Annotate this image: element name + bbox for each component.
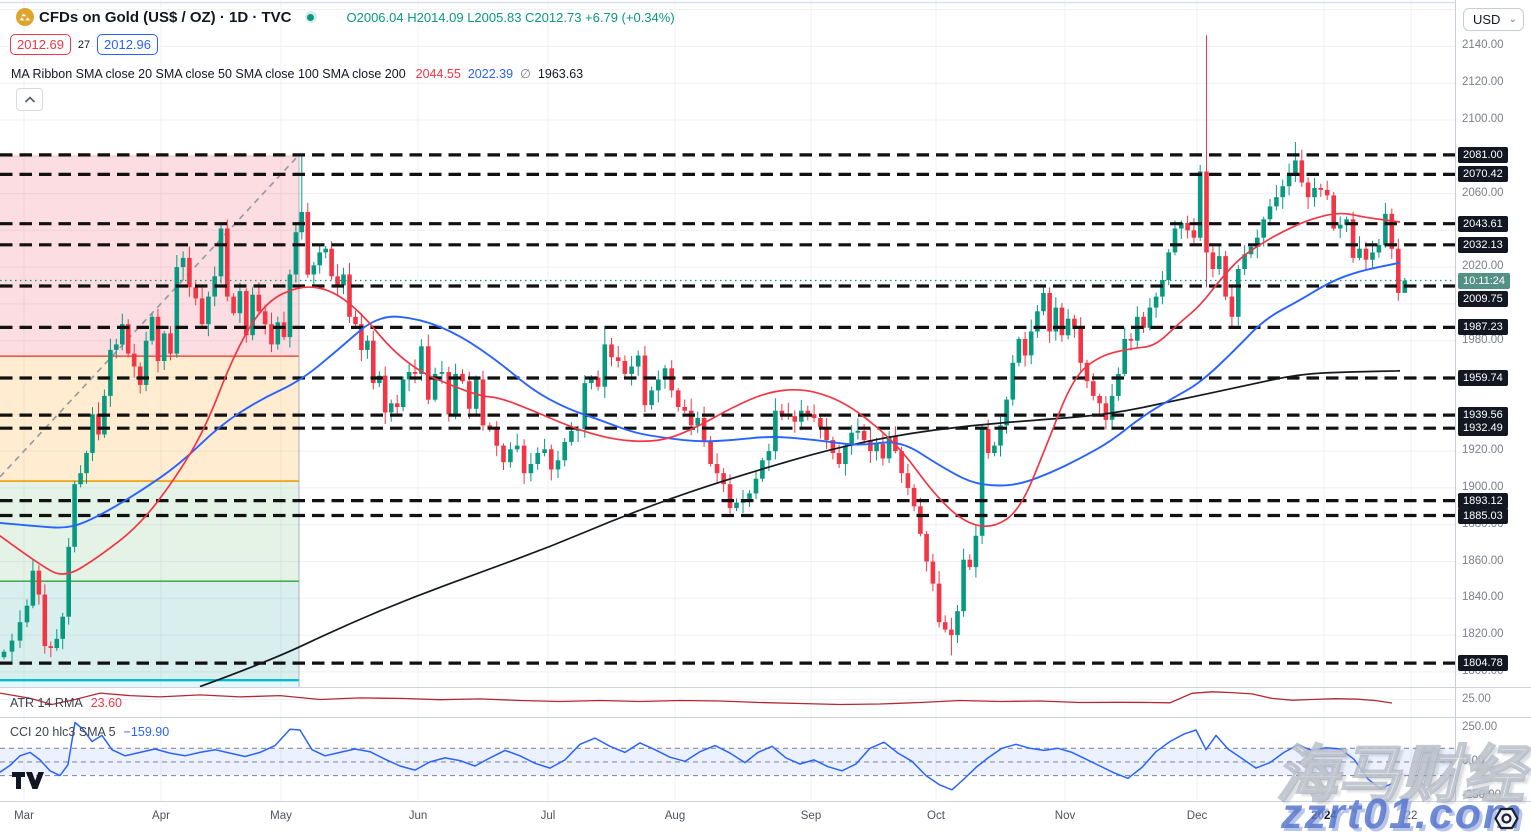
spread-value: 27 — [77, 38, 91, 51]
price-tick: 1860.00 — [1462, 554, 1504, 567]
ma-ribbon-label[interactable]: MA Ribbon SMA close 20 SMA close 50 SMA … — [11, 67, 406, 81]
buy-button[interactable]: 2012.96 — [97, 34, 158, 55]
time-axis-label: Dec — [1186, 810, 1208, 822]
price-level-label: 1893.12 — [1458, 492, 1508, 509]
price-tick: 2120.00 — [1462, 76, 1504, 89]
cci-line — [0, 721, 1393, 791]
ma-ribbon-lines — [0, 212, 1401, 687]
price-tick: 1900.00 — [1462, 480, 1504, 493]
price-tick: 2140.00 — [1462, 39, 1504, 52]
cci-tick: -250.00 — [1462, 789, 1502, 801]
axis-settings-gear-icon[interactable] — [1493, 805, 1520, 832]
ma-ribbon-legend: MA Ribbon SMA close 20 SMA close 50 SMA … — [11, 66, 583, 81]
atr-line — [0, 691, 1393, 706]
ohlc-values: O2006.04 H2014.09 L2005.83 C2012.73 +6.7… — [346, 9, 675, 25]
ma-ribbon-sma20-value: 2044.55 — [415, 67, 461, 81]
time-axis-label: Mar — [14, 810, 34, 822]
time-axis-label: Apr — [152, 810, 170, 822]
price-tick: 2060.00 — [1462, 186, 1504, 199]
time-axis-label: 22 — [1404, 810, 1418, 822]
sell-button[interactable]: 2012.69 — [10, 34, 71, 55]
price-tick: 1820.00 — [1462, 628, 1504, 641]
time-axis-label: 2024 — [1311, 810, 1337, 822]
price-tick: 2100.00 — [1462, 113, 1504, 125]
price-level-label: 2009.75 — [1458, 291, 1508, 307]
cci-value: −159.90 — [123, 725, 170, 739]
time-axis-label: Oct — [927, 810, 945, 822]
time-axis-label: Jul — [540, 810, 556, 822]
time-axis-label: Aug — [664, 810, 686, 822]
atr-value: 23.60 — [90, 696, 122, 710]
atr-legend: ATR 14 RMA 23.60 — [10, 696, 122, 710]
currency-selector[interactable]: USD ⌄ — [1463, 8, 1524, 31]
price-tick: 1920.00 — [1462, 444, 1504, 457]
ma-ribbon-sma50-value: 2022.39 — [467, 67, 514, 81]
chevron-down-icon: ⌄ — [1508, 14, 1517, 25]
candlesticks — [1, 35, 1408, 662]
ma-ribbon-null-value: ∅ — [520, 67, 531, 81]
tradingview-logo-icon[interactable] — [12, 772, 44, 794]
price-level-label: 2070.42 — [1458, 166, 1508, 183]
sma200-line — [199, 370, 1401, 687]
candle-countdown-label: 10:11:24 — [1458, 272, 1511, 289]
price-tick: 2020.00 — [1462, 260, 1504, 273]
time-axis[interactable]: Mar Apr May Jun Jul Aug Sep Oct Nov Dec 2024 22 — [0, 802, 1531, 832]
currency-value: USD — [1473, 12, 1501, 27]
time-axis-label: Jun — [408, 810, 428, 822]
change-value: +6.79 (+0.34%) — [581, 9, 675, 25]
atr-label[interactable]: ATR 14 RMA — [10, 696, 83, 710]
price-tick: 1980.00 — [1462, 333, 1504, 346]
cci-legend: CCI 20 hlc3 SMA 5 −159.90 — [10, 725, 169, 739]
price-level-label: 2081.00 — [1458, 146, 1508, 163]
chevron-up-icon — [24, 95, 35, 103]
time-axis-label: Sep — [800, 810, 822, 822]
price-level-label: 2043.61 — [1458, 215, 1508, 232]
cci-tick: 0.00 — [1462, 754, 1485, 767]
price-level-label: 1959.74 — [1458, 370, 1508, 386]
price-level-label: 1939.56 — [1458, 407, 1508, 424]
trade-panel: 2012.69 27 2012.96 — [10, 33, 158, 56]
symbol-row: CFDs on Gold (US$ / OZ) · 1D · TVC O2006… — [16, 6, 675, 28]
price-scale-border — [1455, 0, 1456, 832]
time-axis-label: Nov — [1054, 810, 1076, 822]
market-status-icon[interactable] — [304, 11, 317, 23]
cci-tick: 250.00 — [1462, 720, 1498, 733]
gold-symbol-icon — [16, 8, 34, 26]
cci-band — [0, 748, 1455, 776]
price-levels — [0, 153, 1455, 665]
price-tick: 1840.00 — [1462, 591, 1504, 604]
sma50-line — [0, 261, 1401, 529]
time-axis-label: May — [270, 810, 292, 822]
symbol-title[interactable]: CFDs on Gold (US$ / OZ) · 1D · TVC — [39, 8, 292, 26]
price-level-label: 1987.23 — [1458, 319, 1508, 336]
collapse-legend-button[interactable] — [16, 88, 43, 111]
sma20-line — [0, 212, 1401, 575]
cci-label[interactable]: CCI 20 hlc3 SMA 5 — [10, 725, 116, 739]
price-level-label: 1804.78 — [1458, 655, 1508, 672]
price-level-label: 1885.03 — [1458, 507, 1508, 524]
atr-tick: 25.00 — [1462, 692, 1491, 705]
price-level-label: 2032.13 — [1458, 236, 1508, 253]
price-level-label: 1932.49 — [1458, 420, 1508, 437]
ma-ribbon-sma200-value: 1963.63 — [537, 67, 584, 81]
